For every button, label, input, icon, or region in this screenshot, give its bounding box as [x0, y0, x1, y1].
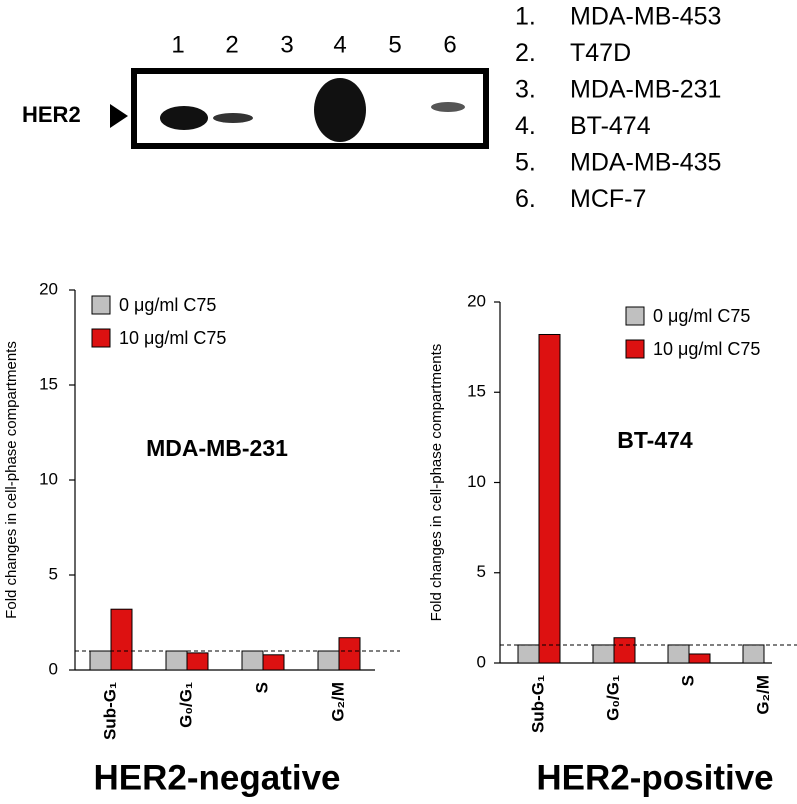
bar: [262, 654, 285, 671]
x-tick-label: Sub-G₁: [528, 675, 547, 733]
list-name: BT-474: [570, 112, 651, 140]
list-number: 1.: [515, 3, 536, 31]
x-tick-label: Sub-G₁: [100, 682, 119, 740]
bar: [186, 652, 209, 671]
list-name: T47D: [570, 39, 631, 67]
marker-label: HER2: [22, 102, 81, 127]
y-tick-label: 0: [477, 652, 486, 671]
legend-label: 0 μg/ml C75: [653, 306, 750, 326]
legend-swatch: [91, 295, 111, 315]
y-tick-label: 15: [39, 374, 58, 393]
x-tick-label: G₂/M: [328, 682, 347, 722]
x-tick-label: G₀/G₁: [603, 675, 622, 721]
bar: [742, 644, 765, 664]
lane-number: 1: [171, 31, 184, 58]
bar: [89, 650, 112, 671]
bar: [538, 333, 561, 664]
chart-title: MDA-MB-231: [146, 435, 288, 461]
list-name: MDA-MB-231: [570, 76, 721, 104]
y-tick-label: 0: [49, 659, 58, 678]
y-tick-label: 10: [39, 469, 58, 488]
x-tick-label: S: [678, 675, 697, 686]
bar: [688, 653, 711, 664]
bar: [517, 644, 540, 664]
legend-swatch: [625, 306, 645, 326]
legend-label: 0 μg/ml C75: [119, 295, 216, 315]
list-name: MCF-7: [570, 185, 646, 213]
band: [314, 78, 366, 142]
bar: [613, 637, 636, 664]
marker-arrow: [110, 104, 128, 128]
band: [213, 113, 253, 123]
y-tick-label: 5: [49, 564, 58, 583]
list-number: 3.: [515, 76, 536, 104]
lane-number: 5: [388, 31, 401, 58]
bar: [317, 650, 340, 671]
y-tick-label: 15: [467, 382, 486, 401]
bar: [592, 644, 615, 664]
list-number: 2.: [515, 39, 536, 67]
bar: [338, 637, 361, 671]
y-axis-label: Fold changes in cell-phase compartments: [428, 344, 445, 622]
bar: [110, 608, 133, 671]
list-name: MDA-MB-453: [570, 3, 721, 31]
y-tick-label: 5: [477, 562, 486, 581]
x-tick-label: G₀/G₁: [176, 682, 195, 728]
list-number: 4.: [515, 112, 536, 140]
list-name: MDA-MB-435: [570, 149, 721, 177]
y-tick-label: 10: [467, 472, 486, 491]
legend-swatch: [91, 328, 111, 348]
x-tick-label: G₂/M: [753, 675, 772, 715]
lane-number: 2: [225, 31, 238, 58]
band: [160, 106, 208, 130]
band: [431, 102, 465, 112]
list-number: 6.: [515, 185, 536, 213]
bar: [241, 650, 264, 671]
caption: HER2-negative: [93, 758, 340, 797]
legend-swatch: [625, 339, 645, 359]
chart-title: BT-474: [617, 427, 693, 453]
lane-number: 6: [443, 31, 456, 58]
legend-label: 10 μg/ml C75: [653, 339, 760, 359]
x-tick-label: S: [252, 682, 271, 693]
bar: [667, 644, 690, 664]
list-number: 5.: [515, 149, 536, 177]
blot-bands: [160, 78, 465, 142]
caption: HER2-positive: [536, 758, 773, 797]
y-tick-label: 20: [39, 279, 58, 298]
bar: [165, 650, 188, 671]
lane-number: 4: [333, 31, 346, 58]
lane-number: 3: [280, 31, 293, 58]
legend-label: 10 μg/ml C75: [119, 328, 226, 348]
y-axis-label: Fold changes in cell-phase compartments: [3, 341, 20, 619]
y-tick-label: 20: [467, 291, 486, 310]
